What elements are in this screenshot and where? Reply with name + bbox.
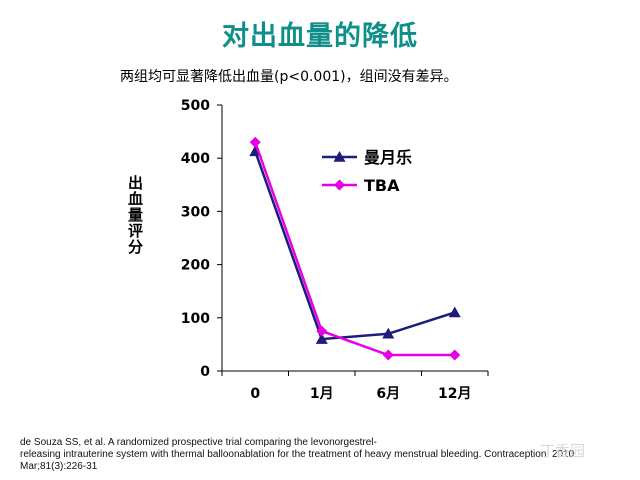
x-tick-label: 1月 — [310, 386, 334, 402]
watermark-logo: 丁香园 — [540, 442, 586, 460]
y-tick-label: 500 — [181, 98, 210, 114]
legend-marker-tba — [334, 179, 345, 191]
page-title: 对出血量的降低 — [222, 21, 418, 52]
y-axis-label: 出血量评分 — [126, 175, 144, 255]
citation-line-2: releasing intrauterine system with therm… — [20, 449, 575, 460]
y-tick-label: 200 — [181, 258, 210, 274]
data-point-tba — [382, 349, 394, 361]
data-point-mirena — [448, 306, 461, 318]
x-tick-label: 12月 — [438, 386, 471, 402]
legend-label-mirena: 曼月乐 — [364, 148, 412, 167]
data-point-tba — [316, 325, 328, 337]
legend-marker-mirena — [333, 151, 346, 162]
citation-line-3: Mar;81(3):226-31 — [20, 461, 98, 472]
y-tick-label: 300 — [181, 204, 210, 220]
chart-axes: 0 100 200 300 400 500 0 1月 6月 12月 — [181, 98, 489, 402]
legend-label-tba: TBA — [364, 176, 400, 195]
series-tba — [249, 136, 461, 361]
y-tick-label: 400 — [181, 151, 210, 167]
citation-line-1: de Souza SS, et al. A randomized prospec… — [20, 437, 377, 448]
y-tick-label: 0 — [200, 364, 210, 380]
x-tick-label: 6月 — [376, 386, 400, 402]
y-tick-label: 100 — [181, 311, 210, 327]
data-point-mirena — [315, 333, 328, 344]
series-line-tba — [254, 141, 455, 357]
data-point-tba — [249, 136, 261, 148]
page-subtitle: 两组均可显著降低出血量(p<0.001)，组间没有差异。 — [120, 69, 458, 85]
series-line-mirena — [254, 150, 456, 341]
x-tick-label: 0 — [250, 386, 260, 402]
chart-legend: 曼月乐 TBA — [322, 148, 412, 195]
citation: de Souza SS, et al. A randomized prospec… — [20, 437, 620, 473]
data-point-mirena — [382, 327, 395, 339]
series-mirena — [249, 145, 461, 344]
data-point-tba — [449, 349, 461, 361]
chart-series — [249, 136, 461, 361]
